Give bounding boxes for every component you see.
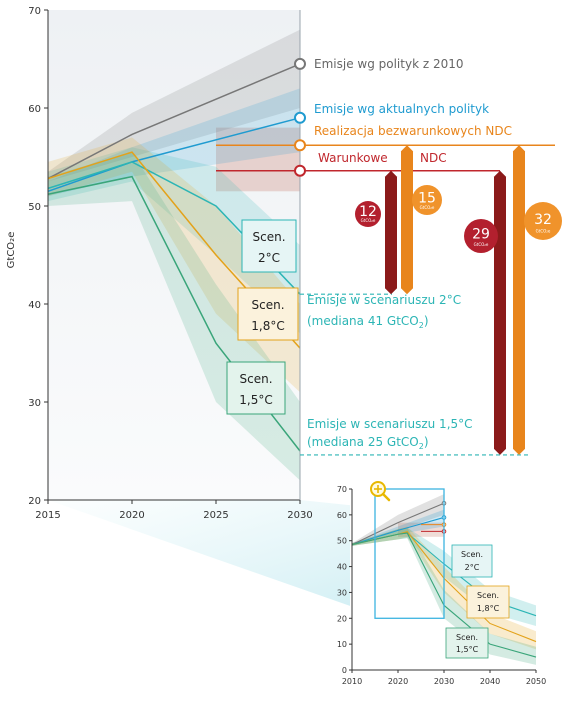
magnifier-plus-icon[interactable] <box>370 481 391 502</box>
inset-y-tick-label: 10 <box>337 640 347 649</box>
zoom-cone <box>48 500 445 615</box>
inset-x-tick-label: 2020 <box>388 677 408 686</box>
inset-x-tick-label: 2010 <box>342 677 362 686</box>
band-emisje-wg-polityk-z-2010 <box>48 29 300 182</box>
label-current-policy: Emisje wg aktualnych polityk <box>314 102 489 116</box>
scenario-box-15c: Scen. 1,5°C <box>226 361 286 415</box>
label-policy-2010: Emisje wg polityk z 2010 <box>314 57 463 71</box>
gap-unit-15: GtCO₂e <box>420 205 435 210</box>
gap-circle-32 <box>524 202 562 240</box>
band-scen-2-c <box>48 147 300 334</box>
inset-scenario-box-15c: Scen. 1,5°C <box>445 627 489 659</box>
inset-y-tick-label: 70 <box>337 485 347 494</box>
inset-y-tick-label: 60 <box>337 511 347 520</box>
y-tick-label: 60 <box>28 104 41 115</box>
inset-line-emisje-wg-polityk-z-2010 <box>351 502 445 546</box>
gap-value-29: 29 <box>472 227 490 243</box>
inset-scen-2c-line1: Scen. <box>461 550 483 559</box>
x-tick-label: 2015 <box>35 510 60 521</box>
x-tick-label: 2020 <box>119 510 144 521</box>
y-tick-label: 70 <box>28 6 41 17</box>
inset-x-tick-label: 2040 <box>480 677 500 686</box>
scen-18c-line2: 1,8°C <box>251 319 284 333</box>
inset-zoom-region <box>374 488 445 619</box>
scen-2c-line1: Scen. <box>252 230 285 244</box>
gap-unit-29: GtCO₂e <box>474 242 489 247</box>
gap-unit-12: GtCO₂e <box>361 218 376 223</box>
gap-bar-29 <box>494 170 506 455</box>
scen-2c-line2: 2°C <box>258 251 280 265</box>
inset-line-emisje-wg-aktualnych-polityk <box>351 516 445 546</box>
gap-unit-32: GtCO₂e <box>536 228 551 233</box>
median-2c-line1: Emisje w scenariuszu 2°C <box>307 293 461 307</box>
inset-background <box>350 490 536 670</box>
y-tick-label: 50 <box>28 202 41 213</box>
scen-15c-line2: 1,5°C <box>239 393 272 407</box>
inset-scenario-box-2c: Scen. 2°C <box>451 544 493 578</box>
line-emisje-wg-polityk-z-2010 <box>47 63 301 180</box>
scenario-box-18c: Scen. 1,8°C <box>237 287 299 341</box>
gap-bar-15 <box>401 145 413 295</box>
endpoint-unconditional-ndc <box>294 139 306 152</box>
inset-ndc-band <box>398 522 444 537</box>
gap-value-32: 32 <box>534 212 552 228</box>
inset-scen-18c-line2: 1,8°C <box>477 604 500 613</box>
median-15c-line1: Emisje w scenariuszu 1,5°C <box>307 417 473 431</box>
main-reference-lines <box>216 57 555 456</box>
gap-circle-15 <box>412 185 442 215</box>
scen-15c-line1: Scen. <box>239 372 272 386</box>
x-tick-label: 2030 <box>287 510 312 521</box>
median-15c-line2: (mediana 25 GtCO2) <box>307 435 429 451</box>
label-conditional: Warunkowe <box>318 151 388 165</box>
y-axis-label: GtCO₂e <box>6 232 17 269</box>
scenario-box-2c: Scen. 2°C <box>241 219 297 273</box>
inset-scen-15c-line2: 1,5°C <box>456 645 479 654</box>
y-tick-label: 40 <box>28 300 41 311</box>
y-tick-label: 30 <box>28 398 41 409</box>
gap-circle-29 <box>464 219 498 253</box>
endpoint-conditional-ndc <box>294 164 306 177</box>
inset-scenario-box-18c: Scen. 1,8°C <box>466 585 510 619</box>
gap-value-15: 15 <box>418 190 436 206</box>
inset-y-tick-label: 50 <box>337 537 347 546</box>
x-tick-label: 2025 <box>203 510 228 521</box>
ndc-range-band <box>216 127 300 192</box>
inset-line-scen-1-5-c <box>351 532 537 658</box>
scen-18c-line1: Scen. <box>251 298 284 312</box>
label-ndc: NDC <box>420 151 447 165</box>
inset-scen-15c-line1: Scen. <box>456 633 478 642</box>
inset-scen-2c-line2: 2°C <box>465 563 480 572</box>
inset-y-tick-label: 0 <box>342 666 347 675</box>
band-scen-1-8-c <box>48 137 300 393</box>
gap-bar-12 <box>385 170 397 295</box>
endpoint-policy-2010 <box>294 57 306 70</box>
y-tick-label: 20 <box>28 496 41 507</box>
inset-x-tick-label: 2050 <box>526 677 546 686</box>
median-2c-line2: (mediana 41 GtCO2) <box>307 314 429 330</box>
gap-bar-32 <box>513 145 525 455</box>
inset-y-tick-label: 40 <box>337 563 347 572</box>
inset-y-tick-label: 20 <box>337 614 347 623</box>
endpoint-current-policy <box>294 111 306 124</box>
label-unconditional-ndc: Realizacja bezwarunkowych NDC <box>314 124 512 138</box>
gap-value-12: 12 <box>359 204 377 220</box>
inset-x-tick-label: 2030 <box>434 677 454 686</box>
inset-scen-18c-line1: Scen. <box>477 591 499 600</box>
gap-circle-12 <box>355 201 381 227</box>
inset-y-tick-label: 30 <box>337 588 347 597</box>
